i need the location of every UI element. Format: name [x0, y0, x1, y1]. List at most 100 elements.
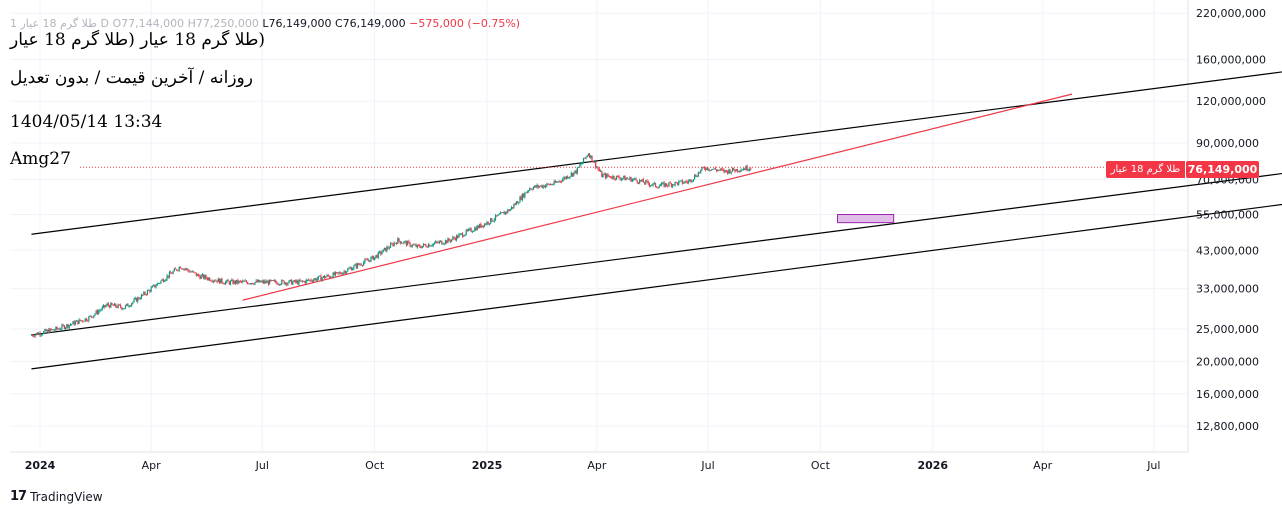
candle-body — [355, 264, 357, 268]
candle-body — [661, 183, 663, 186]
trendlines[interactable] — [31, 71, 1282, 370]
candle-body — [515, 201, 517, 205]
candle-body — [750, 168, 752, 170]
candle-body — [134, 297, 136, 300]
candle-body — [185, 268, 188, 270]
candle-body — [461, 233, 464, 237]
candle-body — [207, 277, 210, 280]
candle-body — [247, 282, 249, 285]
candle-body — [630, 177, 632, 182]
candle-body — [39, 332, 41, 336]
candle-body — [115, 303, 117, 307]
candle-body — [68, 325, 70, 328]
candle-body — [173, 268, 175, 272]
candle-body — [298, 280, 300, 285]
candle-body — [85, 318, 88, 321]
candle-body — [471, 231, 473, 233]
candle-body — [741, 169, 743, 171]
candle-body — [729, 169, 731, 174]
candle-body — [683, 182, 685, 184]
candle-body — [261, 280, 263, 282]
candle-body — [91, 316, 94, 318]
candle-body — [67, 324, 69, 328]
candle-body — [397, 238, 399, 244]
candle-body — [371, 255, 373, 258]
candle-body — [652, 183, 654, 186]
candle-body — [334, 272, 337, 275]
ohlc-change: −575,000 (−0.75%) — [409, 17, 521, 30]
candle-body — [421, 246, 423, 249]
candle-body — [480, 224, 482, 228]
candle-body — [262, 280, 265, 283]
candle-body — [299, 280, 301, 282]
candle-body — [684, 181, 686, 183]
candle-body — [84, 318, 86, 322]
candle-body — [100, 309, 102, 311]
candle-body — [227, 279, 229, 282]
candle-body — [239, 280, 241, 282]
candle-body — [72, 321, 74, 324]
candle-body — [286, 282, 288, 285]
candle-body — [35, 333, 37, 335]
candle-body — [523, 193, 525, 198]
candle-body — [293, 280, 295, 282]
candle-body — [733, 167, 735, 171]
candle-body — [719, 168, 721, 171]
candle-body — [439, 240, 442, 242]
candle-body — [238, 280, 240, 284]
candle-body — [170, 272, 172, 274]
candle-body — [320, 275, 322, 281]
candle-body — [366, 259, 368, 261]
candle-body — [531, 189, 533, 191]
candle-body — [443, 243, 445, 245]
candle-body — [568, 177, 570, 179]
symbol-tag: طلا گرم 18 عیار — [1106, 161, 1185, 178]
candle-body — [300, 280, 302, 282]
candle-body — [628, 178, 630, 180]
candle-body — [639, 180, 641, 184]
candle-body — [231, 279, 233, 281]
candle-body — [619, 178, 621, 180]
tradingview-brand[interactable]: 17 TradingView — [10, 489, 103, 504]
x-axis[interactable]: 2024 Apr Jul Oct 2025 Apr Jul Oct 2026 Apr Jul — [25, 459, 1161, 472]
candle-body — [156, 283, 158, 286]
candle-body — [73, 321, 75, 325]
candle-body — [698, 172, 701, 174]
candle-body — [113, 303, 116, 306]
candle-body — [203, 274, 205, 279]
candle-body — [128, 306, 130, 307]
candle-body — [483, 223, 486, 227]
candle-body — [388, 247, 390, 249]
candle-body — [78, 319, 80, 324]
candle-body — [41, 333, 44, 335]
y-tick-label: 43,000,000 — [1196, 244, 1259, 257]
candle-body — [196, 274, 199, 276]
candle-body — [254, 282, 256, 285]
candle-body — [463, 235, 465, 237]
candle-body — [117, 304, 119, 308]
candle-body — [99, 310, 101, 312]
candle-body — [519, 196, 521, 203]
candle-body — [248, 283, 250, 285]
candle-body — [465, 229, 467, 235]
candle-body — [253, 283, 255, 285]
y-axis[interactable]: 220,000,000 160,000,000 120,000,000 90,000,… — [1196, 7, 1266, 433]
x-tick-label: Apr — [142, 459, 162, 472]
candle-body — [179, 267, 182, 269]
candle-body — [94, 313, 96, 316]
candle-body — [654, 182, 657, 187]
candle-body — [513, 204, 515, 208]
candle-body — [101, 306, 103, 310]
candle-body — [617, 175, 619, 177]
candle-body — [353, 265, 355, 269]
candle-body — [312, 279, 315, 282]
candle-body — [662, 182, 664, 184]
candle-body — [459, 233, 461, 235]
y-tick-label: 25,000,000 — [1196, 323, 1259, 336]
candle-body — [700, 169, 702, 173]
candle-body — [287, 282, 289, 285]
candle-body — [714, 168, 716, 170]
candle-body — [460, 233, 462, 235]
candle-body — [736, 168, 738, 172]
